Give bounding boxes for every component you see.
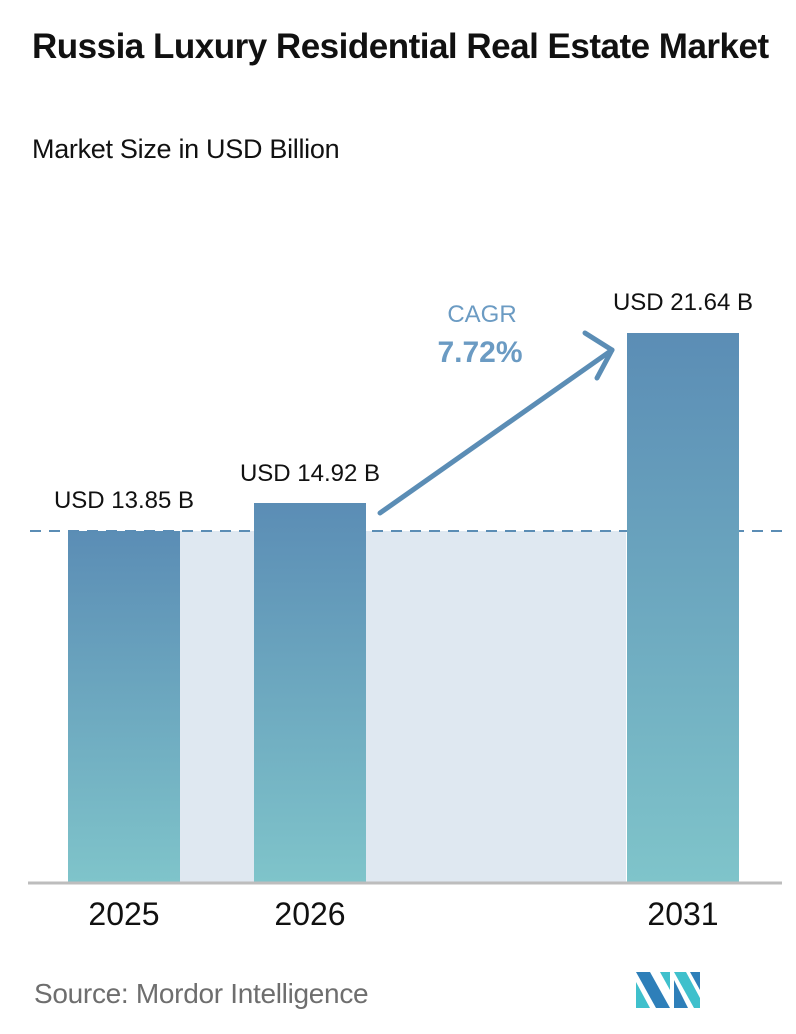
cagr-arrow-icon (377, 330, 615, 516)
bar-2031 (627, 333, 739, 882)
cagr-value: 7.72% (437, 336, 522, 369)
reference-band (180, 531, 626, 882)
mordor-intelligence-logo-icon (636, 972, 700, 1008)
category-label-2031: 2031 (647, 896, 718, 932)
chart-title: Russia Luxury Residential Real Estate Ma… (32, 27, 769, 66)
bar-2025 (68, 531, 180, 882)
source-attribution: Source: Mordor Intelligence (34, 978, 369, 1009)
value-label-2031: USD 21.64 B (613, 289, 753, 316)
cagr-label: CAGR (447, 301, 516, 328)
chart-subtitle: Market Size in USD Billion (32, 134, 340, 164)
value-label-2026: USD 14.92 B (240, 460, 380, 487)
category-label-2025: 2025 (88, 896, 159, 932)
category-label-2026: 2026 (274, 896, 345, 932)
value-label-2025: USD 13.85 B (54, 487, 194, 514)
bar-2026 (254, 503, 366, 882)
